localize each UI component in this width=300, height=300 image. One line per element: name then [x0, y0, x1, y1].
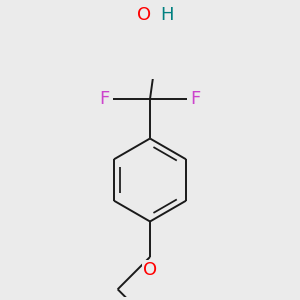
Text: F: F [190, 90, 201, 108]
Text: H: H [160, 6, 174, 24]
Text: F: F [99, 90, 110, 108]
Text: O: O [137, 6, 151, 24]
Text: O: O [143, 261, 157, 279]
